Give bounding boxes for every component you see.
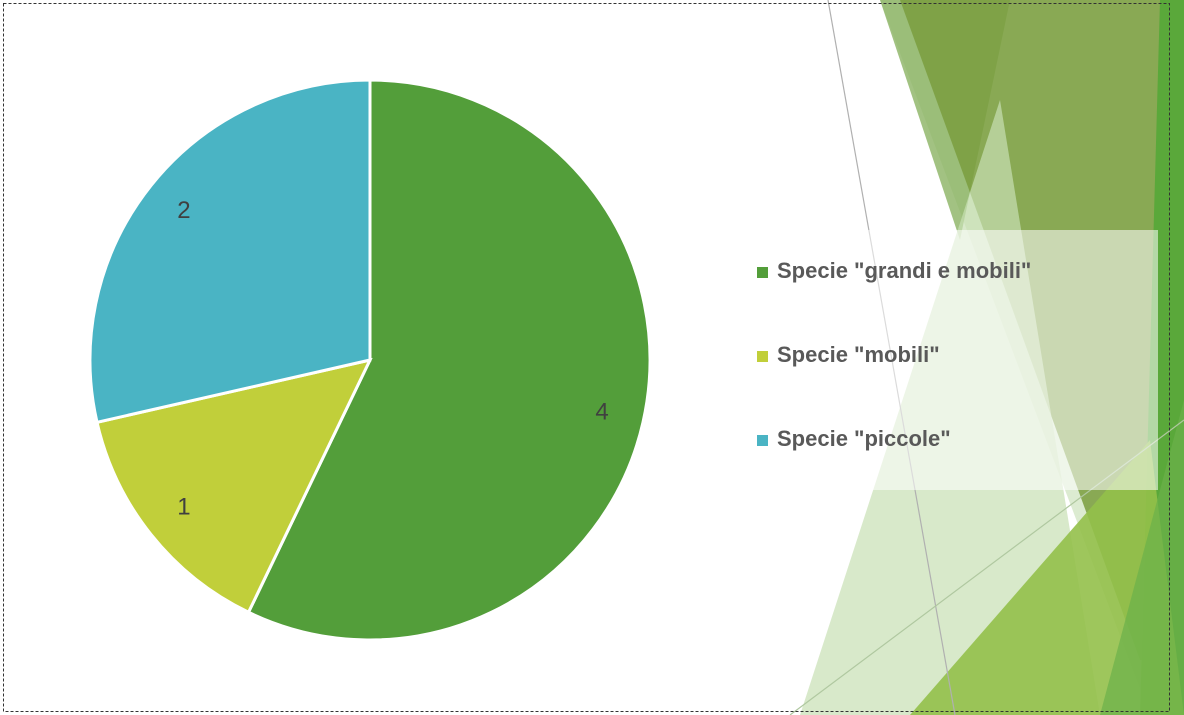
legend-label: Specie "piccole"	[777, 426, 951, 451]
data-label: 4	[595, 398, 608, 425]
frame	[3, 3, 1170, 712]
legend-label: Specie "grandi e mobili"	[777, 258, 1031, 283]
pie-slice	[88, 78, 372, 425]
legend-box	[868, 230, 1158, 490]
shape	[1100, 400, 1184, 715]
legend-label: Specie "mobili"	[777, 342, 940, 367]
legend: Specie "grandi e mobili" Specie "mobili" S…	[757, 258, 1031, 451]
pie-slice	[95, 357, 373, 615]
legend-swatch	[757, 435, 768, 446]
pie: 4 1 2	[88, 78, 652, 642]
data-label: 2	[177, 197, 190, 224]
data-label: 1	[177, 494, 190, 521]
legend-swatch	[757, 267, 768, 278]
legend-swatch	[757, 351, 768, 362]
shape	[910, 440, 1184, 715]
pie-slice	[246, 78, 652, 642]
